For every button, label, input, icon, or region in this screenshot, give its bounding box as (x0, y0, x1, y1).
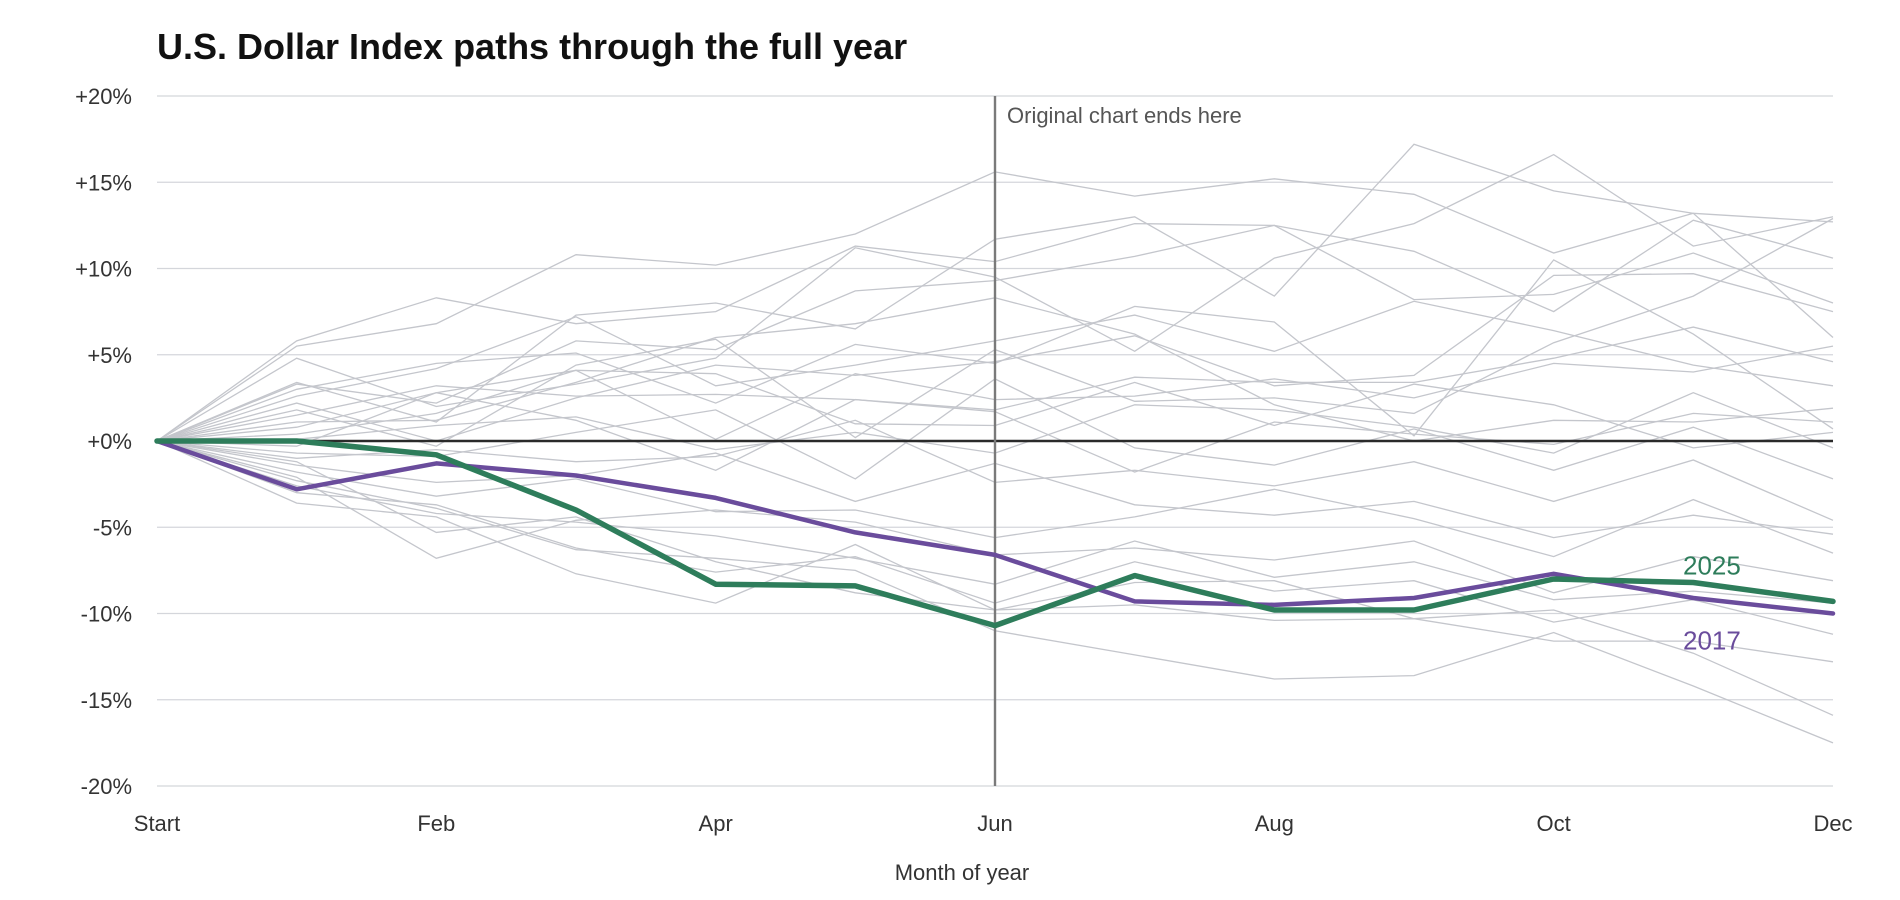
x-tick-label: Oct (1537, 811, 1571, 836)
y-tick-label: +20% (75, 84, 132, 109)
y-tick-label: +0% (87, 429, 132, 454)
y-tick-label: -5% (93, 515, 132, 540)
series-label-2017: 2017 (1683, 626, 1741, 656)
chart-title: U.S. Dollar Index paths through the full… (157, 26, 907, 67)
x-tick-label: Jun (977, 811, 1012, 836)
series-label-2025: 2025 (1683, 550, 1741, 580)
y-tick-label: +5% (87, 343, 132, 368)
y-tick-label: -10% (81, 602, 132, 627)
x-tick-label: Aug (1255, 811, 1294, 836)
x-tick-label: Feb (417, 811, 455, 836)
x-tick-label: Apr (699, 811, 733, 836)
x-axis-label: Month of year (895, 860, 1030, 885)
annotation-layer: Original chart ends here (157, 96, 1833, 786)
series-line-2025 (154, 438, 1836, 629)
y-tick-label: -20% (81, 774, 132, 799)
x-tick-label: Dec (1813, 811, 1852, 836)
y-tick-label: +10% (75, 257, 132, 282)
x-tick-label: Start (134, 811, 180, 836)
y-tick-label: +15% (75, 170, 132, 195)
tick-layer: -20% -15% -10% -5% +0% +5% +10% +15% +20% Start Fe… (75, 84, 1852, 836)
y-tick-label: -15% (81, 688, 132, 713)
highlight-series-layer: 2025 2017 (154, 438, 1836, 656)
annotation-text: Original chart ends here (1007, 103, 1242, 128)
series-line-2017 (154, 438, 1836, 616)
